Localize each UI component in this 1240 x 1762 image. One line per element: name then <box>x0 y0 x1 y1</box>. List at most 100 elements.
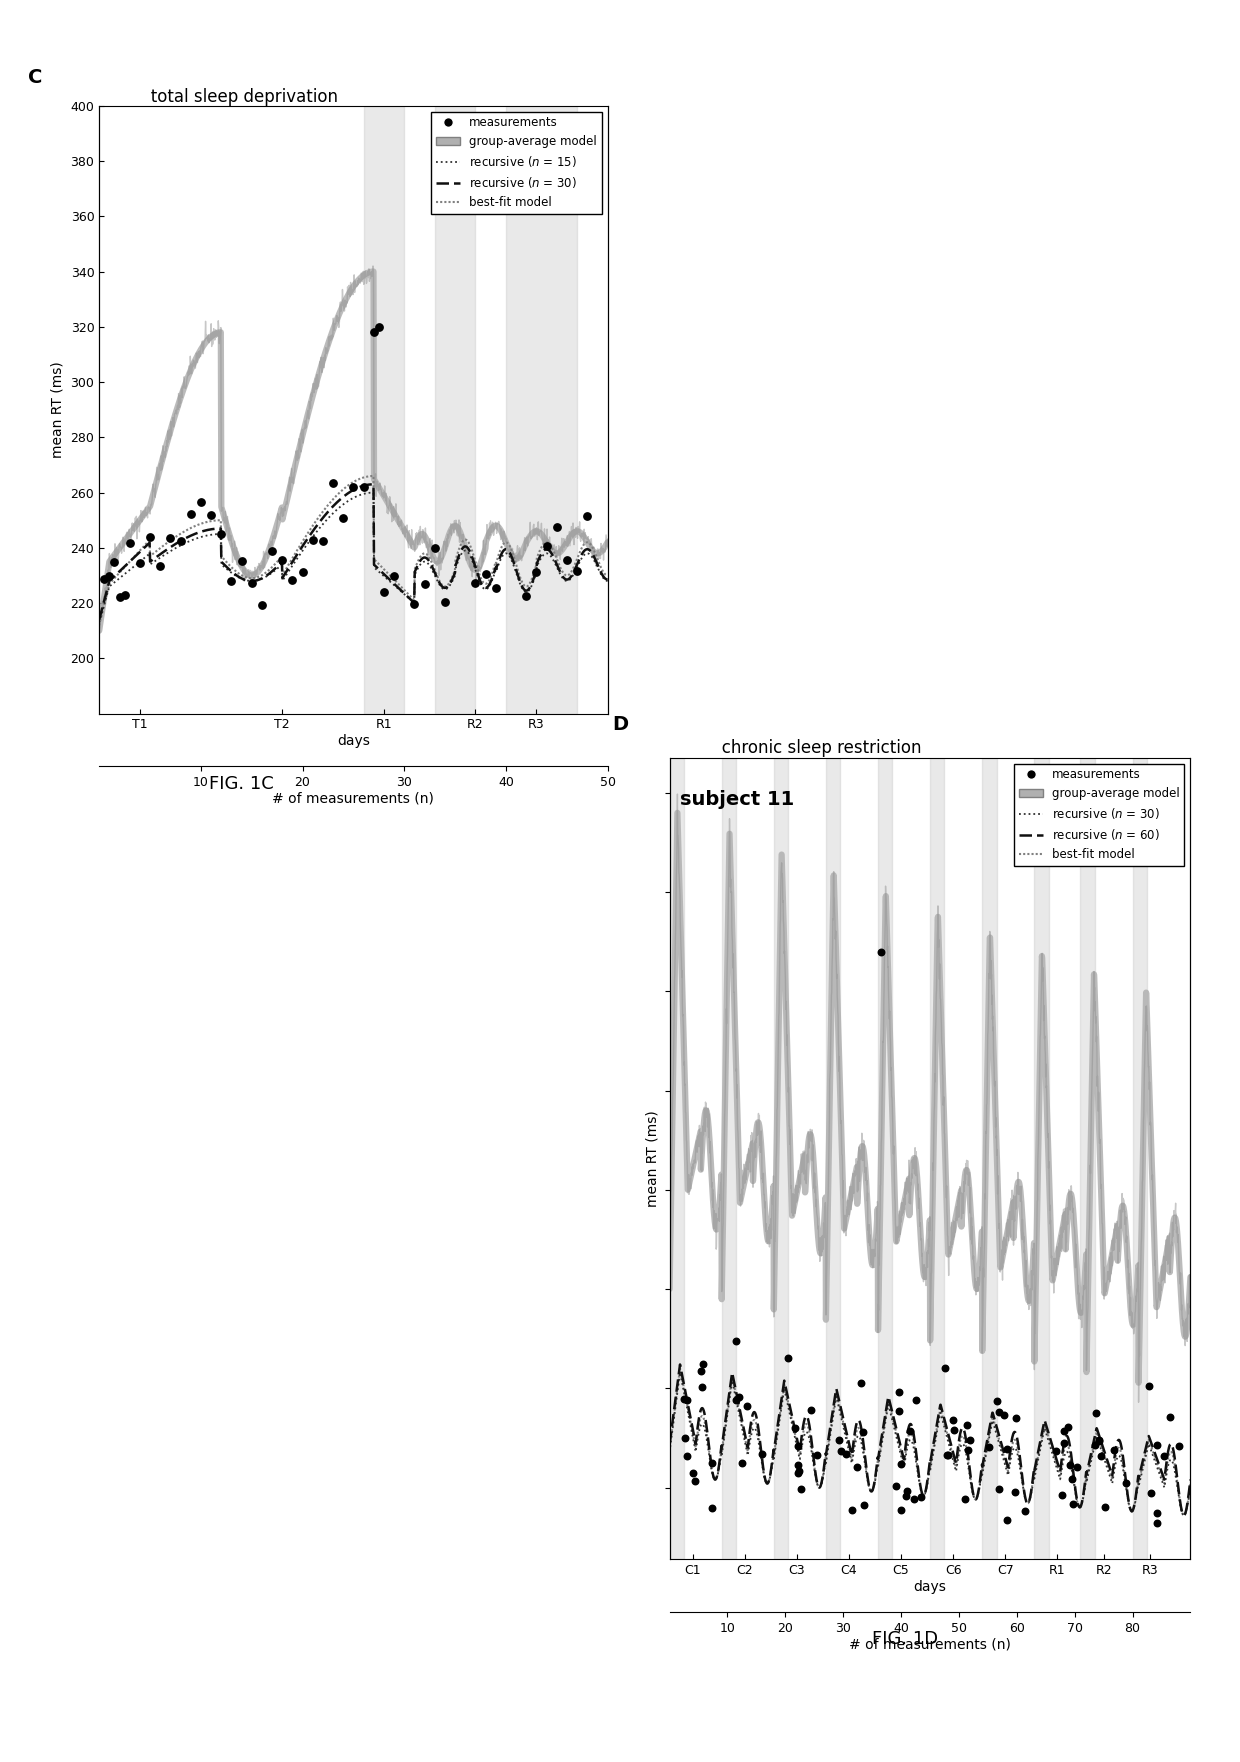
Point <box>751 1440 771 1468</box>
Point <box>702 1494 722 1522</box>
Point <box>1147 1431 1167 1459</box>
Point <box>889 1378 909 1406</box>
Point <box>801 1396 821 1424</box>
Point <box>404 590 424 618</box>
Point <box>733 1448 753 1477</box>
Point <box>211 520 231 548</box>
Point <box>1054 1417 1074 1445</box>
Point <box>830 1427 849 1455</box>
Point <box>384 562 404 590</box>
Point <box>374 578 394 606</box>
Point <box>675 1424 694 1452</box>
Bar <box>363 106 404 714</box>
Point <box>476 560 496 589</box>
Point <box>1060 1450 1080 1478</box>
Point <box>1147 1499 1167 1528</box>
Bar <box>506 106 577 714</box>
Y-axis label: mean RT (ms): mean RT (ms) <box>645 1110 660 1207</box>
Point <box>252 590 272 618</box>
Point <box>486 574 506 603</box>
Text: subject 11: subject 11 <box>680 789 795 809</box>
Point <box>890 1450 910 1478</box>
Point <box>677 1441 697 1470</box>
X-axis label: # of measurements (n): # of measurements (n) <box>273 791 434 805</box>
Legend: measurements, group-average model, recursive ($n$ = 30), recursive ($n$ = 60), b: measurements, group-average model, recur… <box>1014 763 1184 865</box>
Text: total sleep deprivation: total sleep deprivation <box>135 88 337 106</box>
Point <box>1063 1466 1083 1494</box>
Text: FIG. 1D: FIG. 1D <box>872 1630 939 1647</box>
Point <box>1068 1452 1087 1480</box>
Point <box>516 581 536 610</box>
Point <box>870 937 890 966</box>
Point <box>691 1357 711 1385</box>
Point <box>1007 1404 1027 1433</box>
Point <box>900 1417 920 1445</box>
Point <box>232 548 252 576</box>
Point <box>836 1440 856 1468</box>
Point <box>727 1327 746 1355</box>
Point <box>789 1457 808 1485</box>
Point <box>557 546 577 574</box>
Point <box>527 559 547 587</box>
Point <box>324 469 343 497</box>
Point <box>1014 1498 1034 1526</box>
Legend: measurements, group-average model, recursive ($n$ = 15), recursive ($n$ = 30), b: measurements, group-average model, recur… <box>432 111 601 213</box>
Bar <box>982 758 997 1559</box>
Bar <box>1080 758 1095 1559</box>
Bar <box>878 758 893 1559</box>
Point <box>729 1383 749 1411</box>
Point <box>262 537 281 566</box>
Point <box>130 548 150 576</box>
Point <box>273 546 293 574</box>
Point <box>99 562 119 590</box>
Point <box>787 1459 807 1487</box>
Point <box>1138 1373 1158 1401</box>
Point <box>222 567 242 596</box>
Point <box>181 500 201 529</box>
Bar <box>774 758 789 1559</box>
Point <box>897 1477 916 1505</box>
Point <box>789 1433 808 1461</box>
Point <box>104 548 124 576</box>
Point <box>109 583 129 611</box>
Point <box>677 1385 697 1413</box>
Point <box>353 472 373 500</box>
Point <box>1154 1441 1174 1470</box>
Bar <box>826 758 841 1559</box>
Point <box>702 1450 722 1478</box>
Point <box>737 1392 756 1420</box>
Point <box>191 488 211 516</box>
Point <box>686 1468 706 1496</box>
Y-axis label: mean RT (ms): mean RT (ms) <box>51 361 64 458</box>
Point <box>960 1425 980 1454</box>
Point <box>1089 1425 1109 1454</box>
Point <box>283 566 303 594</box>
Point <box>150 552 170 580</box>
Point <box>1116 1468 1136 1496</box>
Point <box>853 1491 873 1519</box>
Point <box>343 472 363 500</box>
Point <box>1095 1492 1115 1521</box>
Point <box>787 1452 807 1480</box>
Bar <box>670 758 684 1559</box>
Point <box>303 525 322 553</box>
Point <box>791 1475 811 1503</box>
Point <box>832 1438 852 1466</box>
Point <box>578 502 598 530</box>
Point <box>957 1411 977 1440</box>
Bar <box>1034 758 1049 1559</box>
Point <box>1168 1433 1188 1461</box>
Point <box>911 1484 931 1512</box>
Point <box>683 1459 703 1487</box>
Point <box>293 559 312 587</box>
Point <box>1006 1478 1025 1507</box>
Point <box>959 1436 978 1464</box>
Point <box>885 1471 905 1499</box>
Point <box>980 1433 999 1461</box>
Point <box>435 587 455 615</box>
Text: chronic sleep restriction: chronic sleep restriction <box>706 740 921 758</box>
Point <box>904 1485 924 1514</box>
Point <box>1104 1436 1123 1464</box>
Text: D: D <box>613 715 629 733</box>
Point <box>905 1385 925 1413</box>
